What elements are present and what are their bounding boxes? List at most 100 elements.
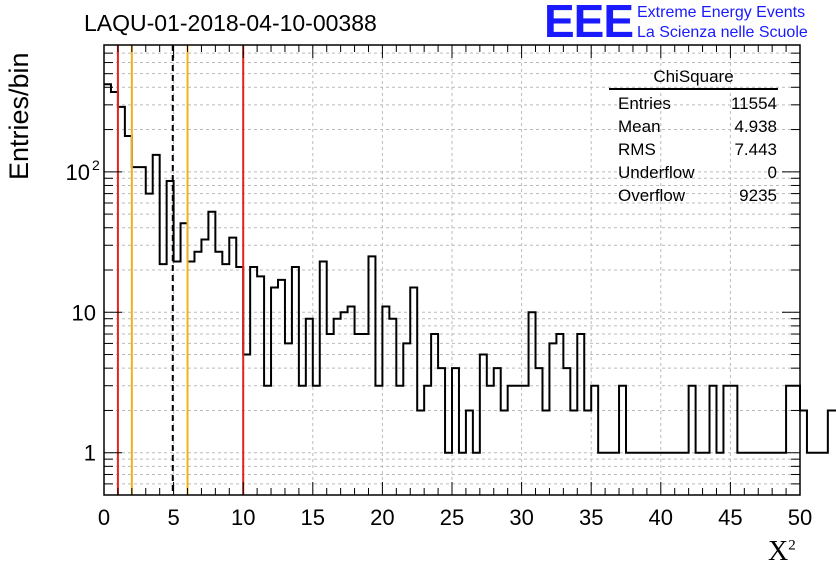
- x-tick-label: 45: [718, 505, 742, 530]
- x-tick-label: 20: [370, 505, 394, 530]
- histogram-bin: [556, 334, 563, 495]
- histogram-bin: [334, 319, 341, 495]
- x-tick-label: 35: [579, 505, 603, 530]
- histogram-bin: [222, 264, 229, 495]
- stats-label: Entries: [618, 94, 671, 113]
- histogram-bin: [264, 386, 271, 495]
- histogram-bin: [696, 453, 703, 495]
- histogram-bin: [744, 453, 751, 495]
- histogram-bin: [194, 252, 201, 495]
- histogram-bin: [271, 288, 278, 495]
- eee-logo-mark: EEE: [544, 0, 634, 47]
- stats-value: 4.938: [734, 117, 777, 136]
- x-tick-label: 50: [788, 505, 812, 530]
- histogram-bin: [389, 319, 396, 495]
- y-tick-label: 10: [72, 300, 96, 325]
- histogram-bin: [605, 453, 612, 495]
- stats-value: 9235: [739, 186, 777, 205]
- histogram-bin: [682, 453, 689, 495]
- y-axis-label: Entries/bin: [4, 52, 34, 180]
- histogram-bin: [132, 167, 139, 495]
- logo-line-1: Extreme Energy Events: [637, 4, 806, 21]
- axis-ticks: [103, 44, 801, 496]
- histogram-bin: [181, 223, 188, 495]
- histogram-bin: [487, 386, 494, 495]
- stats-row: Underflow 0: [609, 161, 777, 184]
- stats-row: Entries 11554: [609, 92, 777, 115]
- histogram-bin: [730, 386, 737, 495]
- x-tick-label: 5: [167, 505, 179, 530]
- histogram-bin: [598, 453, 605, 495]
- histogram-bin: [549, 343, 556, 495]
- x-tick-label: 0: [98, 505, 110, 530]
- x-tick-label: 30: [509, 505, 533, 530]
- histogram-bin: [201, 239, 208, 495]
- stats-row: Overflow 9235: [609, 184, 777, 207]
- histogram-bin: [410, 288, 417, 495]
- histogram-bin: [668, 453, 675, 495]
- histogram-outline: [104, 83, 836, 454]
- histogram-bin: [452, 368, 459, 495]
- histogram-bin: [313, 386, 320, 495]
- histogram-bin: [278, 280, 285, 495]
- histogram-bin: [584, 410, 591, 495]
- histogram-bin: [654, 453, 661, 495]
- histogram-bin: [772, 453, 779, 495]
- y-tick-label-exponent: 2: [92, 157, 100, 173]
- histogram-bin: [821, 453, 828, 495]
- histogram-bin: [710, 386, 717, 495]
- histogram-bin: [633, 453, 640, 495]
- histogram-bin: [341, 312, 348, 495]
- histogram-bin: [188, 261, 195, 495]
- histogram-bin: [348, 306, 355, 495]
- stats-row: RMS 7.443: [609, 138, 777, 161]
- histogram-bin: [424, 386, 431, 495]
- histogram-bin: [208, 212, 215, 495]
- x-tick-label: 10: [231, 505, 255, 530]
- histogram-bin: [403, 343, 410, 495]
- histogram-bin: [716, 453, 723, 495]
- stats-label: RMS: [618, 140, 656, 159]
- stats-label: Underflow: [618, 163, 695, 182]
- y-tick-label: 1: [84, 441, 96, 466]
- histogram-bin: [243, 355, 250, 495]
- x-tick-label: 15: [301, 505, 325, 530]
- stats-label: Overflow: [618, 186, 686, 205]
- histogram-bin: [765, 453, 772, 495]
- histogram-bin: [327, 334, 334, 495]
- histogram-bin: [793, 386, 800, 495]
- histogram-bin: [153, 155, 160, 495]
- stats-value: 11554: [730, 94, 777, 113]
- histogram-bin: [626, 453, 633, 495]
- histogram-bin: [445, 453, 452, 495]
- histogram-bin: [236, 267, 243, 495]
- histogram-bin: [306, 319, 313, 495]
- histogram-bin: [536, 368, 543, 495]
- histogram-bin: [299, 386, 306, 495]
- histogram-bin: [577, 334, 584, 495]
- histogram-bin: [320, 261, 327, 495]
- stats-value: 7.443: [734, 140, 777, 159]
- stats-box: ChiSquare Entries 11554 Mean 4.938 RMS 7.44…: [609, 66, 778, 207]
- histogram-bin: [542, 410, 549, 495]
- histogram-bin: [515, 386, 522, 495]
- histogram-bin: [438, 368, 445, 495]
- histogram-bin: [250, 267, 257, 495]
- histogram-bin: [174, 261, 181, 495]
- histogram-bin: [368, 256, 375, 495]
- x-tick-label: 40: [649, 505, 673, 530]
- histogram-bin: [689, 386, 696, 495]
- histogram-bin: [703, 453, 710, 495]
- eee-logo: EEE Extreme Energy Events La Scienza nel…: [544, 0, 834, 47]
- histogram-bin: [355, 334, 362, 495]
- logo-line-2: La Scienza nelle Scuole: [637, 24, 808, 41]
- stats-value: 0: [767, 163, 777, 182]
- histogram-bin: [160, 264, 167, 495]
- histogram-bin: [473, 453, 480, 495]
- x-tick-labels: 0 5 10 15 20 25 30 35 40 45 50: [98, 505, 812, 530]
- histogram-bin: [640, 453, 647, 495]
- x-axis-label: X2: [768, 536, 796, 568]
- histogram-bin: [723, 386, 730, 495]
- histogram-bin: [285, 343, 292, 495]
